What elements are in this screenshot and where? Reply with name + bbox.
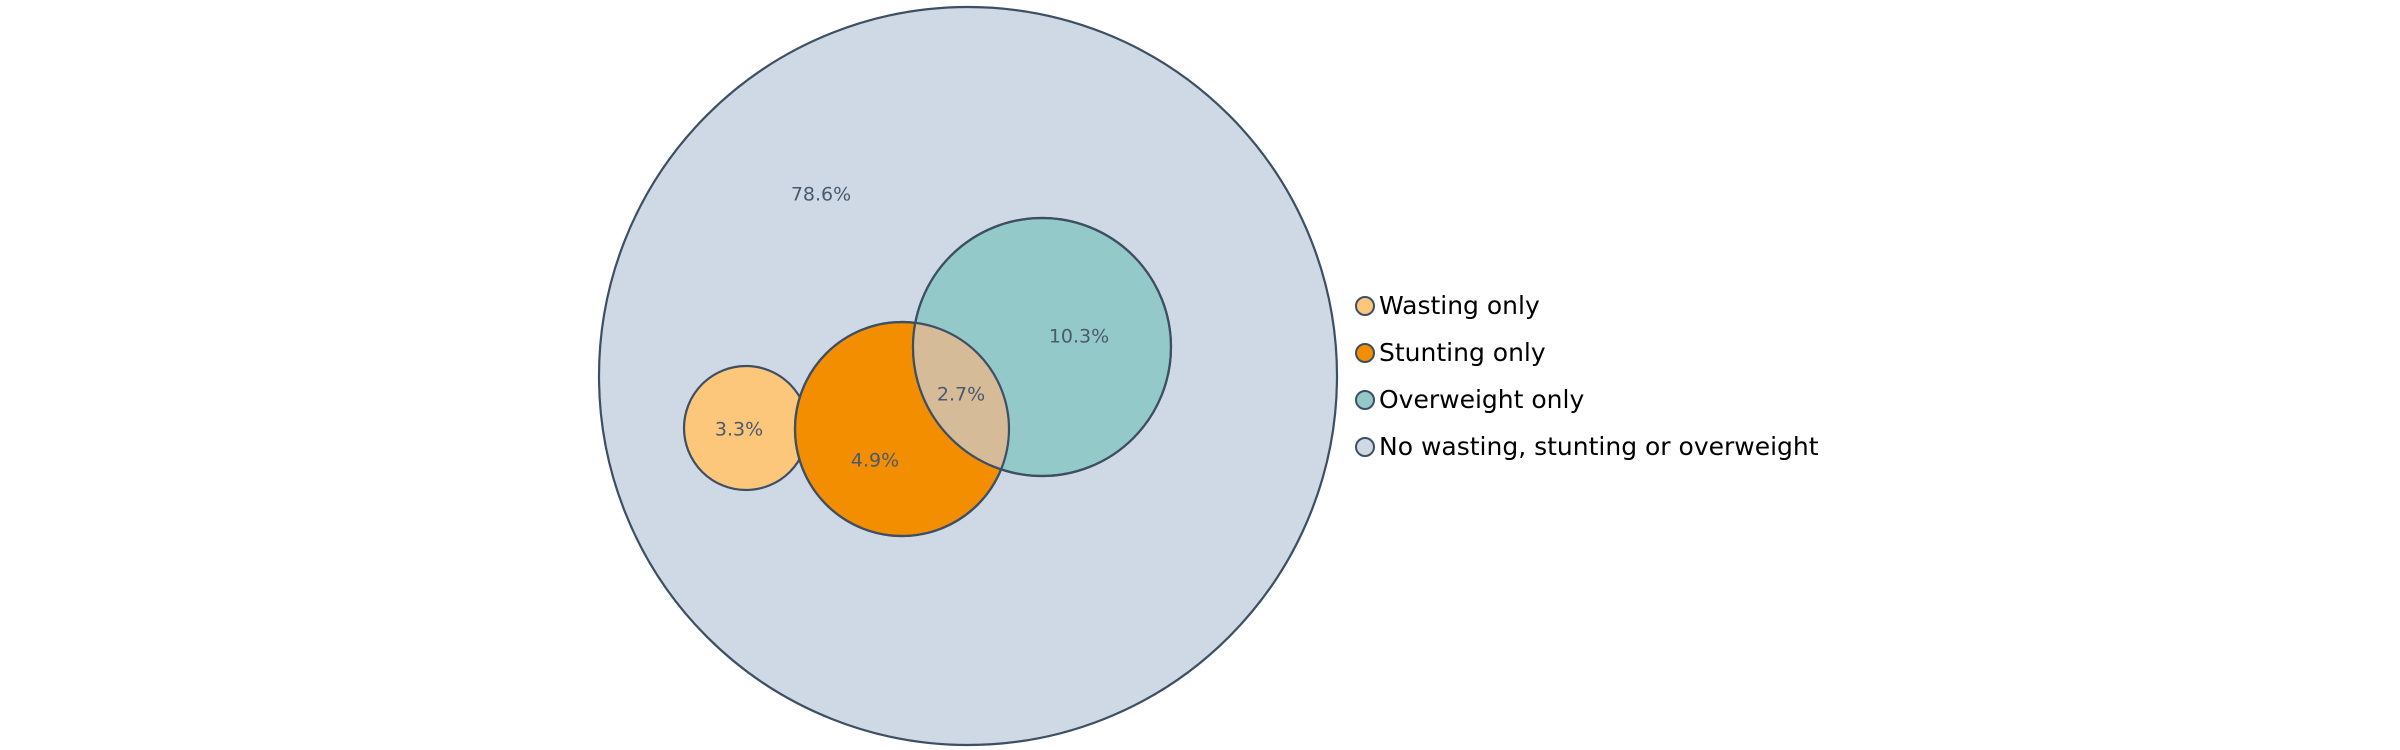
legend-label-wasting-only: Wasting only [1379, 291, 1540, 320]
legend-marker-no-wasting-stunting-overweight [1355, 437, 1375, 457]
outline-overweight [911, 216, 1173, 478]
legend-item-wasting-only: Wasting only [1355, 291, 1540, 320]
legend-marker-wasting-only [1355, 296, 1375, 316]
legend-label-overweight-only: Overweight only [1379, 385, 1584, 414]
label-overweight-only: 10.3% [1049, 326, 1109, 348]
legend: Wasting only Stunting only Overweight on… [1355, 291, 1819, 461]
legend-marker-overweight-only [1355, 390, 1375, 410]
legend-item-overweight-only: Overweight only [1355, 385, 1584, 414]
legend-label-stunting-only: Stunting only [1379, 338, 1546, 367]
label-no-wasting-stunting-overweight: 78.6% [791, 184, 851, 206]
label-stunting-only: 4.9% [851, 450, 899, 472]
label-stunting-overweight-overlap: 2.7% [937, 384, 985, 406]
legend-label-no-wasting-stunting-overweight: No wasting, stunting or overweight [1379, 432, 1819, 461]
label-wasting-only: 3.3% [715, 419, 763, 441]
legend-item-stunting-only: Stunting only [1355, 338, 1546, 367]
legend-item-no-wasting-stunting-overweight: No wasting, stunting or overweight [1355, 432, 1819, 461]
overlap-stunting-overweight [913, 322, 1009, 476]
outline-stunting [793, 320, 1011, 538]
legend-marker-stunting-only [1355, 343, 1375, 363]
